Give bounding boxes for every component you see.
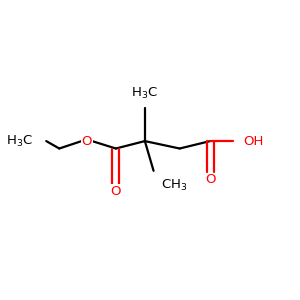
Text: O: O [205, 173, 215, 186]
Text: O: O [82, 135, 92, 148]
Text: O: O [111, 185, 121, 198]
Text: H$_3$C: H$_3$C [6, 134, 33, 148]
Text: CH$_3$: CH$_3$ [161, 178, 187, 193]
Text: OH: OH [244, 135, 264, 148]
Text: H$_3$C: H$_3$C [131, 86, 158, 101]
